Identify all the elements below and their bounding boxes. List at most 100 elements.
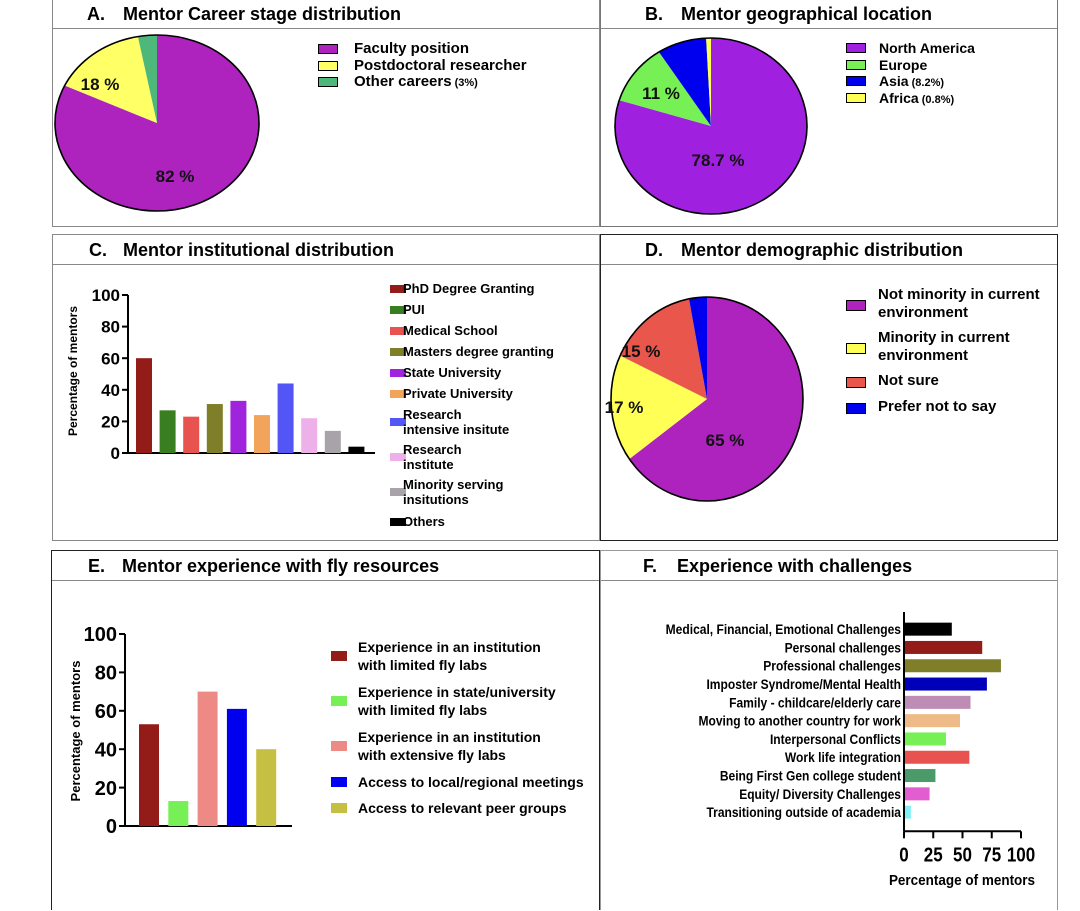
panel-c-letter: C.: [89, 240, 107, 260]
panel-e-title-text: Mentor experience with fly resources: [122, 556, 440, 576]
legend-swatch: [390, 284, 406, 293]
x-axis-label: Percentage of mentors: [889, 872, 1035, 889]
legend-label: Minority serving insitutions: [403, 477, 504, 507]
legend-label: Asia (8.2%): [879, 73, 945, 89]
y-tick-label: 80: [101, 318, 120, 337]
legend-label: Minority in current environment: [878, 329, 1010, 364]
pie-slice-not-sure: [620, 298, 707, 399]
y-tick-label: 40: [95, 739, 117, 761]
bar-chart-c: 0 20 40 60 80 100 Percentage of mentors: [66, 286, 375, 463]
legend-label: Access to local/regional meetings: [358, 774, 584, 790]
panel-b-geographical-location: B. Mentor geographical location 78.7 % 11…: [600, 0, 1058, 227]
legend-swatch: [390, 326, 406, 335]
panel-c-title-text: Mentor institutional distribution: [123, 240, 394, 260]
pie-outline: [54, 34, 260, 212]
legend-swatch: [390, 517, 406, 526]
bar-4: [226, 708, 247, 826]
y-tick-label: 60: [101, 349, 120, 368]
legend-swatch: [318, 60, 338, 71]
legend-swatch: [390, 389, 406, 398]
pie-chart-a: 82 % 18 % 18 %: [53, 0, 260, 212]
legend-swatch: [390, 453, 406, 461]
panel-a-title-text: Mentor Career stage distribution: [123, 4, 402, 24]
category-label: Transitioning outside of academia: [706, 804, 901, 820]
category-label: Equity/ Diversity Challenges: [739, 786, 901, 802]
panel-a-letter: A.: [87, 4, 105, 24]
panel-b-title: B. Mentor geographical location: [601, 0, 1057, 29]
legend-label: Medical School: [403, 323, 498, 338]
legend-swatch: [846, 43, 866, 54]
legend-swatch: [390, 418, 406, 426]
legend-swatch: [846, 342, 866, 354]
panel-d-title: D. Mentor demographic distribution: [601, 235, 1057, 265]
pie-data-label: 18 %: [53, 0, 72, 3]
pie-slice-not-minority-in-current-environment: [629, 297, 803, 501]
legend-label: Access to relevant peer groups: [358, 800, 567, 816]
bar-10: [348, 446, 365, 453]
y-tick-label: 80: [95, 663, 117, 685]
legend-label: Others: [403, 514, 445, 529]
pie-slice-africa: [706, 38, 711, 126]
legend-swatch: [846, 92, 866, 103]
panel-f-title: F. Experience with challenges: [601, 551, 1057, 581]
x-tick-label: 25: [924, 843, 943, 866]
legend-swatch: [331, 741, 347, 751]
y-tick-label: 100: [92, 286, 120, 305]
y-tick-label: 0: [106, 816, 117, 838]
bar-3: [183, 416, 200, 453]
pie-data-label: 11 %: [642, 84, 680, 103]
bar-11: [905, 805, 911, 819]
category-label: Medical, Financial, Emotional Challenges: [666, 621, 901, 637]
panel-d-demographic-distribution: D. Mentor demographic distribution 65 % 1…: [600, 234, 1058, 541]
bar-4: [206, 404, 223, 453]
pie-outline: [614, 37, 808, 215]
legend-swatch: [846, 59, 866, 70]
bar-9: [905, 769, 936, 783]
x-tick-label: 100: [1007, 843, 1035, 866]
y-axis-label: Percentage of mentors: [66, 306, 80, 436]
legend-swatch: [318, 44, 338, 55]
pie-data-label: 82 %: [156, 167, 195, 186]
pie-slice-minority-in-current-environment: [611, 355, 707, 459]
legend-label: Research institute: [403, 442, 462, 472]
panel-d-title-text: Mentor demographic distribution: [681, 240, 963, 260]
bar-7: [905, 732, 946, 746]
bar-9: [324, 430, 341, 453]
legend-swatch: [331, 651, 347, 661]
bar-1: [905, 622, 952, 636]
legend-label: Research intensive insitute: [403, 407, 510, 437]
legend-swatch: [846, 376, 866, 388]
x-tick-label: 50: [953, 843, 972, 866]
y-tick-label: 20: [101, 413, 120, 432]
legend-label: Not minority in current environment: [878, 286, 1040, 321]
category-label: Interpersonal Conflicts: [770, 731, 901, 747]
pie-data-label: 18 %: [81, 75, 120, 94]
pie-slice-faculty-position: [54, 35, 259, 212]
legend-label: Prefer not to say: [878, 398, 997, 415]
panel-f-challenges: F. Experience with challenges Medical, F…: [600, 550, 1058, 910]
bar-2: [159, 410, 176, 453]
category-label: Personal challenges: [785, 640, 901, 656]
legend-label: Experience in an institution with extensi…: [358, 729, 541, 763]
legend-swatch: [390, 488, 406, 496]
legend-label: Masters degree granting: [403, 344, 554, 359]
legend-label: Postdoctoral researcher: [354, 56, 527, 74]
legend-note: (0.8%): [918, 93, 955, 106]
y-tick-label: 20: [95, 778, 117, 800]
panel-b-letter: B.: [645, 4, 663, 24]
panel-a-title: A. Mentor Career stage distribution: [53, 0, 599, 29]
category-label: Family - childcare/elderly care: [729, 694, 901, 710]
legend-label: Other careers (3%): [354, 73, 478, 90]
legend-label: Private University: [403, 386, 513, 401]
category-label: Moving to another country for work: [698, 713, 901, 729]
pie-data-label: 17 %: [605, 398, 644, 417]
panel-e-letter: E.: [88, 556, 106, 576]
legend-swatch: [331, 777, 347, 787]
pie-slice-prefer-not-to-say: [689, 297, 707, 399]
legend-swatch: [846, 299, 866, 311]
bar-2: [905, 640, 983, 654]
x-tick-label: 0: [899, 843, 908, 866]
legend-label: Europe: [879, 56, 928, 73]
y-axis-label: Percentage of mentors: [68, 661, 83, 802]
bar-5: [256, 749, 277, 826]
